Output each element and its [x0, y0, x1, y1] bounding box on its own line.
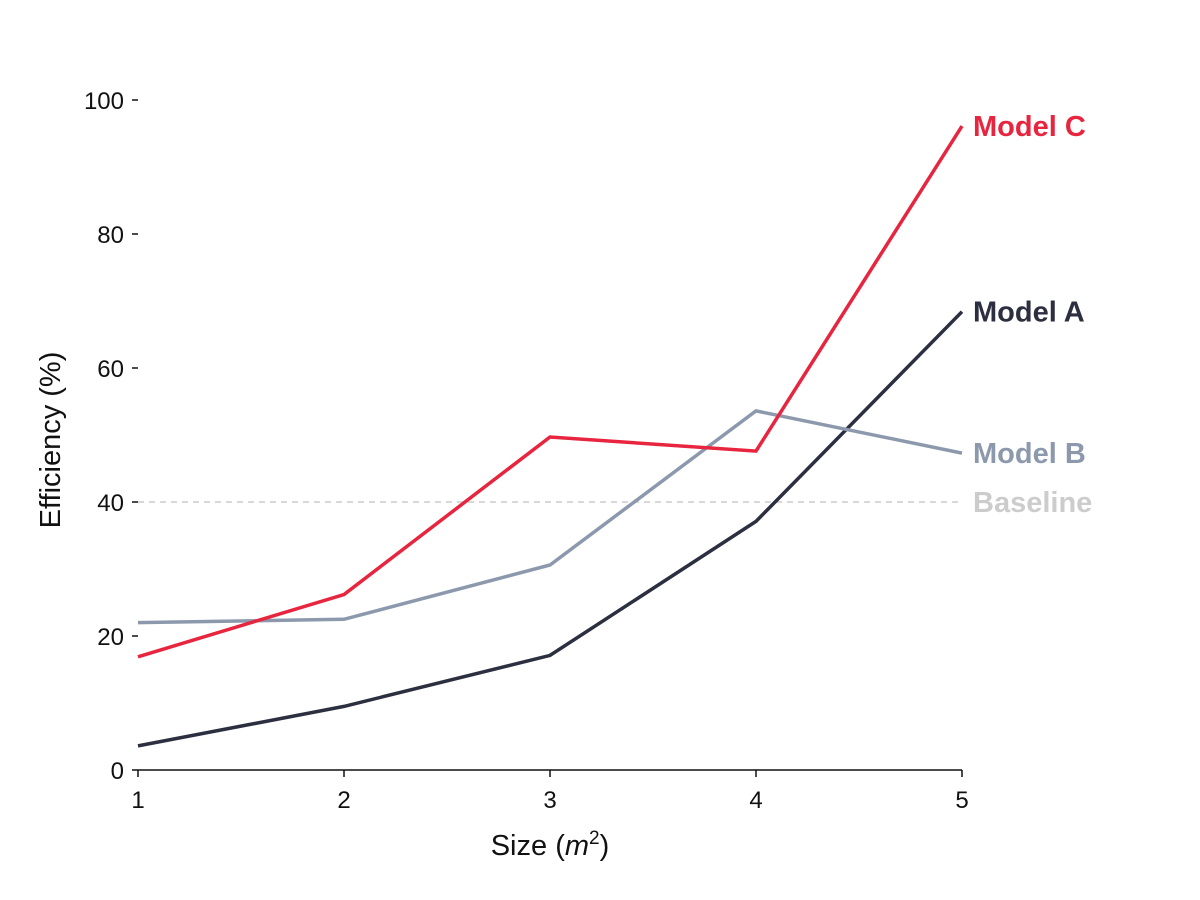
baseline-label: Baseline — [973, 487, 1092, 519]
x-tick-label: 4 — [749, 787, 762, 814]
labels-layer: Model A Model B Model C Baseline — [973, 111, 1092, 519]
series-layer — [137, 125, 964, 748]
y-tick-label: 80 — [97, 222, 124, 249]
y-ticks: 0 20 40 60 80 100 — [84, 88, 138, 785]
y-tick-label: 100 — [84, 88, 124, 115]
x-axis-title: Size (m2) — [491, 828, 610, 862]
x-ticks: 1 2 3 4 5 — [131, 770, 969, 814]
x-tick-label: 2 — [337, 787, 350, 814]
y-tick-label: 0 — [111, 758, 124, 785]
y-tick-label: 20 — [97, 624, 124, 651]
x-tick-label: 5 — [955, 787, 968, 814]
series-line-model-b — [137, 409, 963, 625]
series-line-model-a — [137, 310, 964, 748]
series-line-model-c — [137, 125, 964, 659]
x-axis-title-variable: m — [565, 830, 589, 862]
y-tick-label: 40 — [97, 490, 124, 517]
series-label-model-a: Model A — [973, 297, 1085, 329]
y-axis-title: Efficiency (%) — [35, 352, 67, 529]
series-label-model-b: Model B — [973, 438, 1086, 470]
x-axis-title-prefix: Size ( — [491, 830, 565, 862]
x-axis-title-suffix: ) — [600, 830, 610, 862]
y-tick-label: 60 — [97, 356, 124, 383]
x-tick-label: 1 — [131, 787, 144, 814]
x-tick-label: 3 — [543, 787, 556, 814]
series-label-model-c: Model C — [973, 111, 1086, 143]
x-axis-title-exponent: 2 — [589, 828, 600, 849]
